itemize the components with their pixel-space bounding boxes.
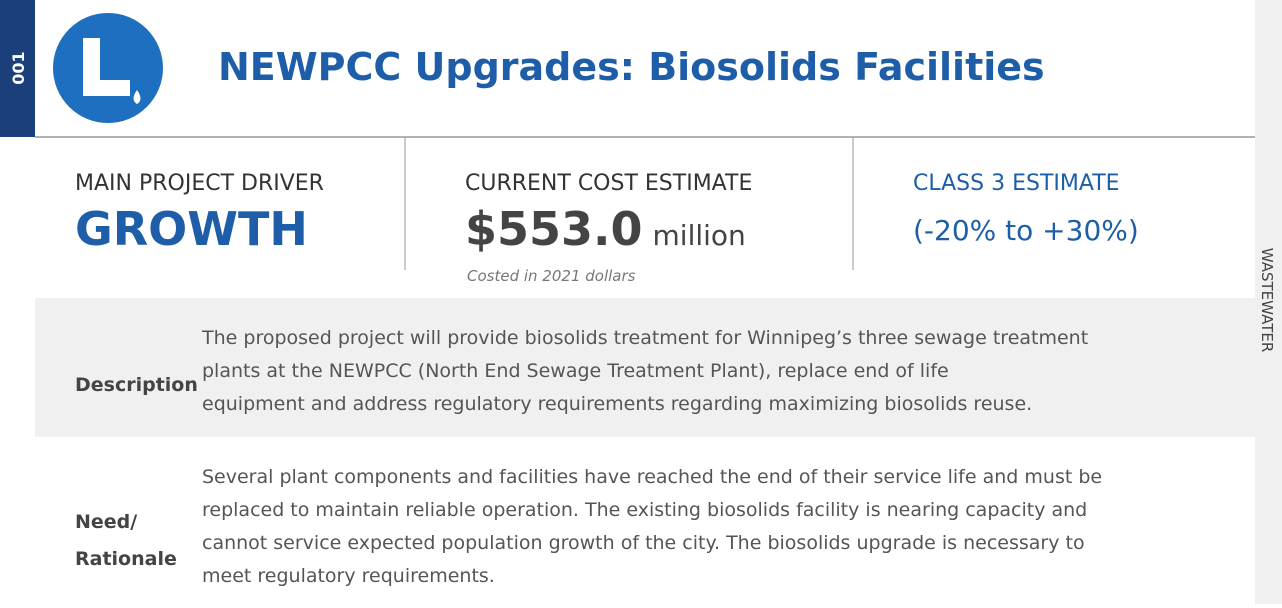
row-label: Rationale bbox=[75, 548, 177, 570]
cost-amount: $553.0 bbox=[465, 202, 643, 256]
cost-label: CURRENT COST ESTIMATE bbox=[465, 171, 752, 196]
class-label: CLASS 3 ESTIMATE bbox=[913, 171, 1120, 196]
row-text: plants at the NEWPCC (North End Sewage T… bbox=[202, 360, 949, 382]
driver-value: GROWTH bbox=[75, 202, 308, 256]
number-tab bbox=[0, 0, 35, 137]
icon bbox=[53, 13, 163, 123]
title: NEWPCC Upgrades: Biosolids Facilities bbox=[218, 45, 1045, 89]
row-label: Need/ bbox=[75, 511, 137, 533]
side-label: WASTEWATER bbox=[1258, 248, 1276, 353]
rows: The proposed project will provide biosol… bbox=[35, 298, 1255, 587]
cost-unit: million bbox=[653, 219, 746, 252]
row-text: meet regulatory requirements. bbox=[202, 565, 495, 587]
project-number: 001 bbox=[9, 51, 28, 84]
cost-amount: $553.0 million bbox=[465, 202, 746, 256]
row-bg bbox=[35, 298, 1255, 437]
row-text: equipment and address regulatory require… bbox=[202, 393, 1032, 415]
row-text: Several plant components and facilities … bbox=[202, 466, 1102, 488]
row-label: Description bbox=[75, 374, 198, 396]
driver-label: MAIN PROJECT DRIVER bbox=[75, 171, 324, 196]
row-text: The proposed project will provide biosol… bbox=[201, 327, 1088, 349]
side-strip bbox=[1255, 0, 1282, 604]
row-text: replaced to maintain reliable operation.… bbox=[202, 499, 1087, 521]
cost-note: Costed in 2021 dollars bbox=[467, 267, 636, 285]
class-range: (-20% to +30%) bbox=[913, 214, 1139, 247]
row-text: cannot service expected population growt… bbox=[202, 532, 1085, 554]
